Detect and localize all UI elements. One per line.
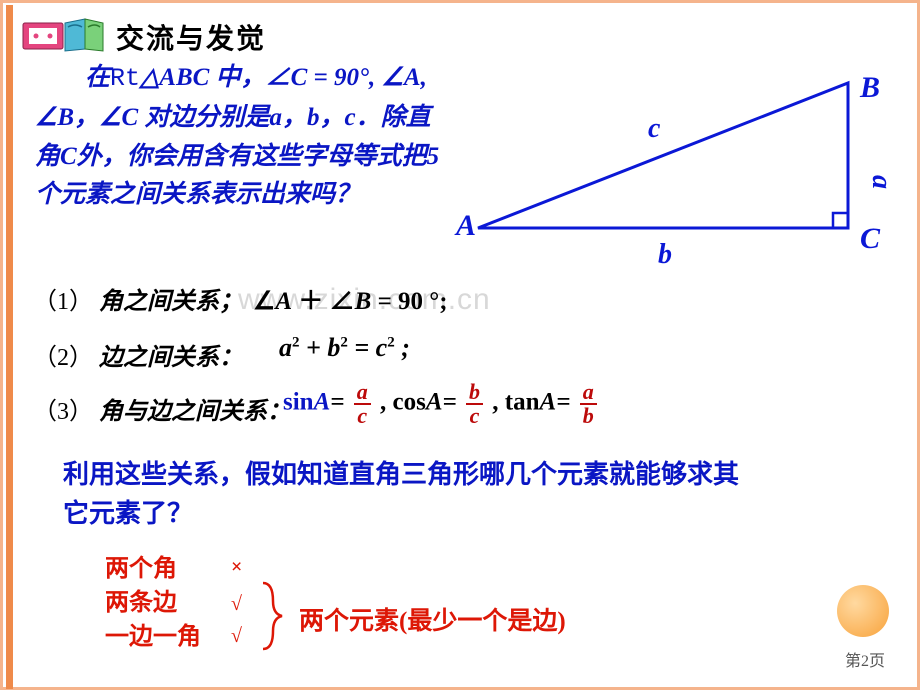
page-number: 第2页 [845,647,885,671]
question-paragraph: 利用这些关系，假如知道直角三角形哪几个元素就能够求其它元素了？ [63,455,753,533]
item-1-num: （1） [33,289,93,315]
side-a-label: a [866,175,897,189]
cross-icon: × [231,556,242,579]
item-3: （3） 角与边之间关系： [33,391,291,426]
item-1-text: 角之间关系； [99,289,243,315]
item-3-num: （3） [33,399,93,425]
option-3: 一边一角 [105,621,201,655]
item-2-text: 边之间关系： [99,345,243,371]
book-icon [21,17,109,55]
vertex-b-label: B [859,73,880,104]
side-b-label: b [658,239,672,270]
relation-trig: sinA= ac , cosA= bc , tanA= ab [283,381,600,427]
item-2-num: （2） [33,345,93,371]
option-2: 两条边 [105,587,201,621]
answer-options: 两个角 两条边 一边一角 [105,553,201,655]
conclusion: 两个元素(最少一个是边) [299,601,566,637]
section-title: 交流与发觉 [116,17,266,57]
next-button[interactable] [837,585,889,637]
check-icon: √ [231,625,242,648]
item-2: （2） 边之间关系： [33,337,243,372]
side-c-label: c [648,113,661,144]
intro-paragraph: 在Rt△ABC 中，∠C = 90°, ∠A, ∠B，∠C 对边分别是a，b，c… [35,59,445,215]
brace-icon [259,581,285,651]
slide: 交流与发觉 在Rt△ABC 中，∠C = 90°, ∠A, ∠B，∠C 对边分别… [0,0,920,690]
triangle-diagram: A B C c b a [448,73,898,273]
relation-angles: ∠A ＋ ∠B = 90 °; [253,281,448,317]
left-accent-bar [6,5,13,689]
vertex-a-label: A [454,209,476,242]
relation-sides: a2 + b2 = c2 ; [279,333,410,363]
item-3-text: 角与边之间关系： [99,399,291,425]
check-icon: √ [231,593,242,616]
item-1: （1） 角之间关系； [33,281,893,316]
option-1: 两个角 [105,553,201,587]
vertex-c-label: C [860,222,881,255]
